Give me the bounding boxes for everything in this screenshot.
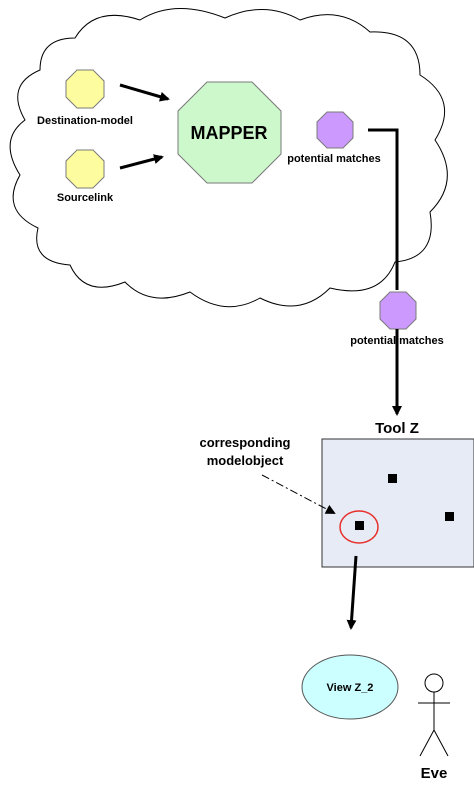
view-z2-label: View Z_2	[327, 682, 374, 694]
potential-matches-outside-node[interactable]	[379, 291, 417, 330]
destination-model-label: Destination-model	[37, 115, 133, 127]
model-object[interactable]	[445, 512, 454, 521]
actor-eve-label: Eve	[421, 765, 448, 782]
sourcelink-label: Sourcelink	[57, 192, 114, 204]
tool-z-panel[interactable]	[321, 438, 474, 568]
arrow-sourcelink-to-mapper	[119, 154, 164, 170]
arrow-destination-to-mapper	[119, 83, 170, 102]
callout-line-1: corresponding	[199, 435, 290, 450]
highlight-circle	[339, 510, 379, 544]
callout-arrow	[261, 474, 336, 514]
model-object[interactable]	[388, 474, 397, 483]
arrow-to-view	[346, 555, 358, 630]
model-object-selected[interactable]	[355, 521, 364, 530]
match-flow-line	[368, 128, 399, 290]
potential-matches-node[interactable]	[316, 111, 354, 149]
mapper-label: MAPPER	[190, 123, 267, 143]
tool-z-title: Tool Z	[375, 420, 419, 437]
sourcelink-node[interactable]	[65, 149, 105, 189]
view-z2-node[interactable]	[301, 654, 399, 720]
mapper-node[interactable]	[177, 81, 282, 184]
destination-model-node[interactable]	[65, 69, 105, 109]
potential-matches-label: potential matches	[287, 153, 381, 165]
actor-eve-figure[interactable]	[418, 673, 450, 757]
callout-line-2: modelobject	[207, 453, 284, 468]
